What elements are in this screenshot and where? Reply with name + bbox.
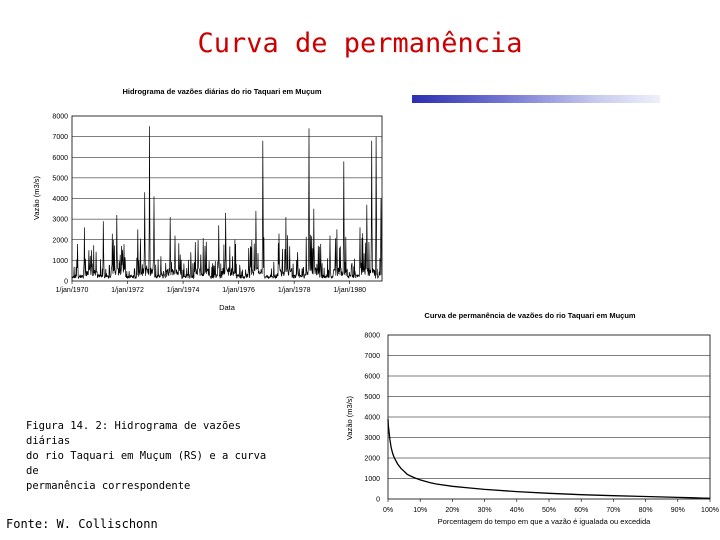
- hydrograph-y-axis: 0 1000 2000 3000 4000 5000 6000 7000 8000: [52, 114, 68, 286]
- duration-x-axis: 0% 10% 20% 30% 40% 50% 60% 70% 80% 90% 100%: [383, 499, 719, 514]
- y-tick-label: 6000: [52, 155, 68, 162]
- y-tick-label: 5000: [52, 175, 68, 182]
- hydrograph-line: [71, 126, 383, 280]
- hydrograph-y-label: Vazão (m3/s): [32, 175, 41, 220]
- y-tick-label: 1000: [364, 476, 380, 483]
- x-tick-label: 20%: [445, 507, 459, 514]
- x-tick-label: 50%: [542, 507, 556, 514]
- x-tick-label: 1/jan/1974: [167, 287, 200, 294]
- x-tick-label: 1/jan/1972: [111, 287, 144, 294]
- x-tick-label: 1/jan/1970: [56, 287, 89, 294]
- x-tick-label: 80%: [639, 507, 653, 514]
- x-tick-label: 10%: [413, 507, 427, 514]
- caption-line: do rio Taquari em Muçum (RS) e a curva d…: [26, 450, 267, 477]
- y-tick-label: 8000: [52, 114, 68, 121]
- x-tick-label: 1/jan/1978: [278, 287, 311, 294]
- duration-series: [387, 419, 711, 499]
- y-tick-label: 5000: [364, 394, 380, 401]
- x-tick-label: 70%: [606, 507, 620, 514]
- source-credit: Fonte: W. Collischonn: [6, 517, 158, 531]
- slide-title: Curva de permanência: [197, 28, 523, 59]
- y-tick-label: 7000: [52, 134, 68, 141]
- y-tick-label: 6000: [364, 374, 380, 381]
- y-tick-label: 8000: [364, 333, 380, 340]
- x-tick-label: 0%: [383, 507, 393, 514]
- decorative-gradient-bar: [412, 95, 660, 103]
- hydrograph-title: Hidrograma de vazões diárias do rio Taqu…: [122, 87, 321, 96]
- x-tick-label: 30%: [478, 507, 492, 514]
- y-tick-label: 3000: [52, 217, 68, 224]
- hydrograph-x-axis: 1/jan/1970 1/jan/1972 1/jan/1974 1/jan/1976…: [56, 281, 366, 294]
- duration-y-label: Vazão (m3/s): [345, 395, 354, 440]
- x-tick-label: 1/jan/1980: [333, 287, 366, 294]
- y-tick-label: 2000: [364, 456, 380, 463]
- x-tick-label: 90%: [671, 507, 685, 514]
- duration-y-axis: 0 1000 2000 3000 4000 5000 6000 7000 8000: [364, 333, 380, 504]
- hydrograph-series: [71, 126, 383, 280]
- y-tick-label: 1000: [52, 258, 68, 265]
- y-tick-label: 7000: [364, 353, 380, 360]
- x-tick-label: 40%: [510, 507, 524, 514]
- y-tick-label: 0: [64, 279, 68, 286]
- x-tick-label: 1/jan/1976: [222, 287, 255, 294]
- y-tick-label: 0: [376, 497, 380, 504]
- x-tick-label: 60%: [574, 507, 588, 514]
- caption-line: Figura 14. 2: Hidrograma de vazões diári…: [26, 420, 241, 447]
- duration-title: Curva de permanência de vazões do rio Ta…: [424, 311, 636, 320]
- y-tick-label: 3000: [364, 435, 380, 442]
- duration-gridlines: [388, 355, 710, 479]
- hydrograph-chart: Hidrograma de vazões diárias do rio Taqu…: [32, 87, 383, 312]
- y-tick-label: 2000: [52, 237, 68, 244]
- hydrograph-x-label: Data: [219, 303, 236, 312]
- duration-curve-line: [387, 419, 711, 499]
- x-tick-label: 100%: [701, 507, 719, 514]
- caption-line: permanência correspondente: [26, 480, 191, 492]
- duration-curve-chart: Curva de permanência de vazões do rio Ta…: [345, 311, 719, 526]
- y-tick-label: 4000: [364, 415, 380, 422]
- y-tick-label: 4000: [52, 196, 68, 203]
- duration-x-label: Porcentagem do tempo em que a vazão é ig…: [438, 517, 651, 526]
- figure-caption: Figura 14. 2: Hidrograma de vazões diári…: [26, 419, 276, 494]
